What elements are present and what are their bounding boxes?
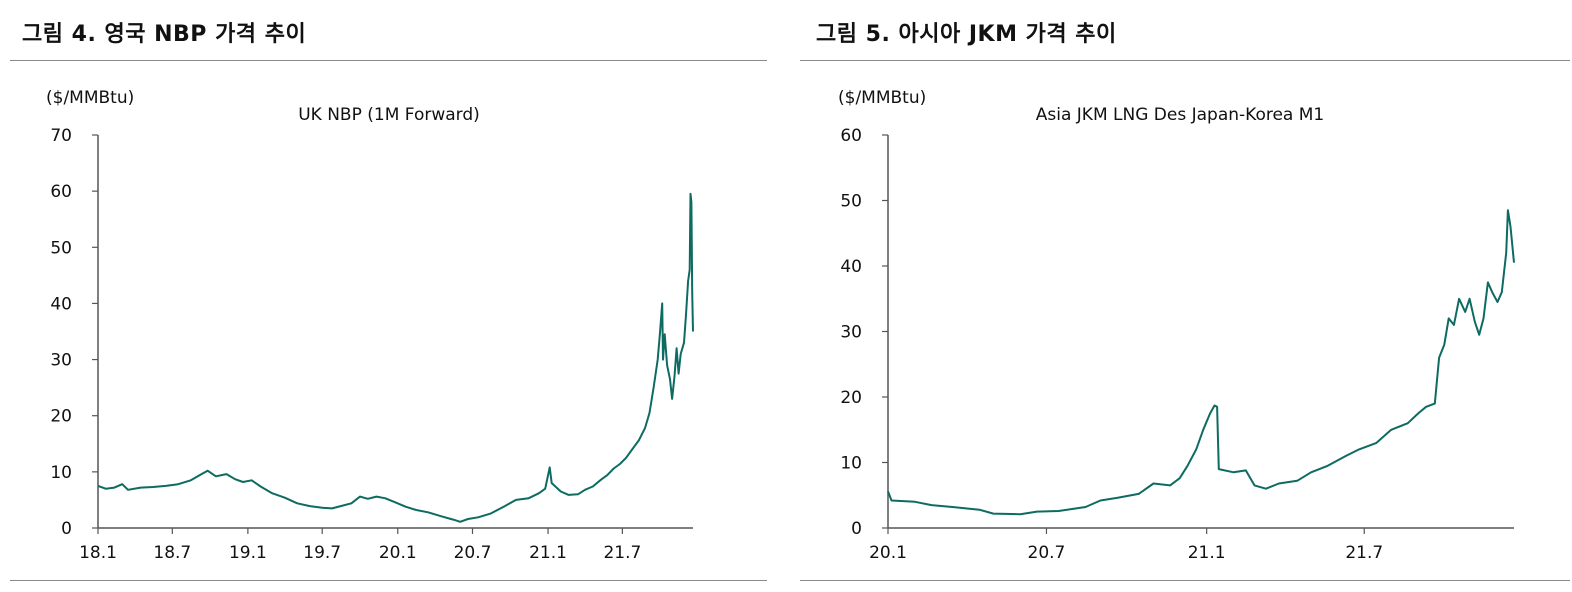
uk-nbp-chart: ($/MMBtu) UK NBP (1M Forward) 0 10 20 30 40 5…	[46, 88, 694, 560]
figure-4-bottom-rule	[10, 580, 767, 581]
asia-jkm-unit-label: ($/MMBtu)	[838, 88, 926, 108]
uk-nbp-y-tick-label: 10	[50, 463, 72, 483]
asia-jkm-x-tick-label: 21.1	[1188, 543, 1226, 560]
uk-nbp-y-tick-label: 40	[50, 294, 72, 314]
uk-nbp-y-tick-label: 70	[50, 126, 72, 146]
figure-4-title: 그림 4. 영국 NBP 가격 추이	[22, 22, 307, 47]
figure-5-bottom-rule	[800, 580, 1570, 581]
uk-nbp-x-tick-label: 19.1	[229, 543, 267, 560]
uk-nbp-x-tick-label: 21.1	[529, 543, 567, 560]
uk-nbp-x-tick-label: 18.7	[153, 543, 191, 560]
uk-nbp-x-tick-label: 20.1	[379, 543, 417, 560]
asia-jkm-y-tick-label: 60	[840, 126, 862, 146]
asia-jkm-y-tick-label: 40	[840, 257, 862, 277]
uk-nbp-y-tick-label: 0	[61, 519, 72, 539]
asia-jkm-chart-title: Asia JKM LNG Des Japan-Korea M1	[1036, 105, 1324, 125]
figure-5-title: 그림 5. 아시아 JKM 가격 추이	[816, 22, 1117, 47]
asia-jkm-x-tick-label: 20.1	[869, 543, 907, 560]
asia-jkm-y-tick-label: 30	[840, 323, 862, 343]
uk-nbp-y-tick-label: 30	[50, 351, 72, 371]
uk-nbp-series-line	[97, 192, 694, 523]
figure-4-panel: 그림 4. 영국 NBP 가격 추이 ($/MMBtu) UK NBP (1M …	[10, 22, 767, 581]
asia-jkm-y-tick-label: 20	[840, 388, 862, 408]
uk-nbp-x-tick-label: 21.7	[603, 543, 641, 560]
uk-nbp-x-tick-label: 19.7	[303, 543, 341, 560]
asia-jkm-series-line	[887, 209, 1515, 516]
asia-jkm-y-tick-label: 0	[851, 519, 862, 539]
asia-jkm-chart: ($/MMBtu) Asia JKM LNG Des Japan-Korea M…	[838, 88, 1515, 560]
figure-4-top-rule	[10, 60, 767, 61]
figure-5-top-rule	[800, 60, 1570, 61]
asia-jkm-y-tick-label: 10	[840, 454, 862, 474]
asia-jkm-x-tick-label: 21.7	[1345, 543, 1383, 560]
uk-nbp-y-tick-label: 60	[50, 182, 72, 202]
uk-nbp-unit-label: ($/MMBtu)	[46, 88, 134, 108]
uk-nbp-x-tick-label: 20.7	[454, 543, 492, 560]
uk-nbp-y-tick-label: 20	[50, 407, 72, 427]
uk-nbp-chart-title: UK NBP (1M Forward)	[298, 105, 480, 125]
asia-jkm-y-tick-label: 50	[840, 192, 862, 212]
asia-jkm-x-tick-label: 20.7	[1028, 543, 1066, 560]
uk-nbp-y-tick-label: 50	[50, 238, 72, 258]
uk-nbp-x-tick-label: 18.1	[79, 543, 117, 560]
figure-5-panel: 그림 5. 아시아 JKM 가격 추이 ($/MMBtu) Asia JKM L…	[790, 0, 1572, 592]
